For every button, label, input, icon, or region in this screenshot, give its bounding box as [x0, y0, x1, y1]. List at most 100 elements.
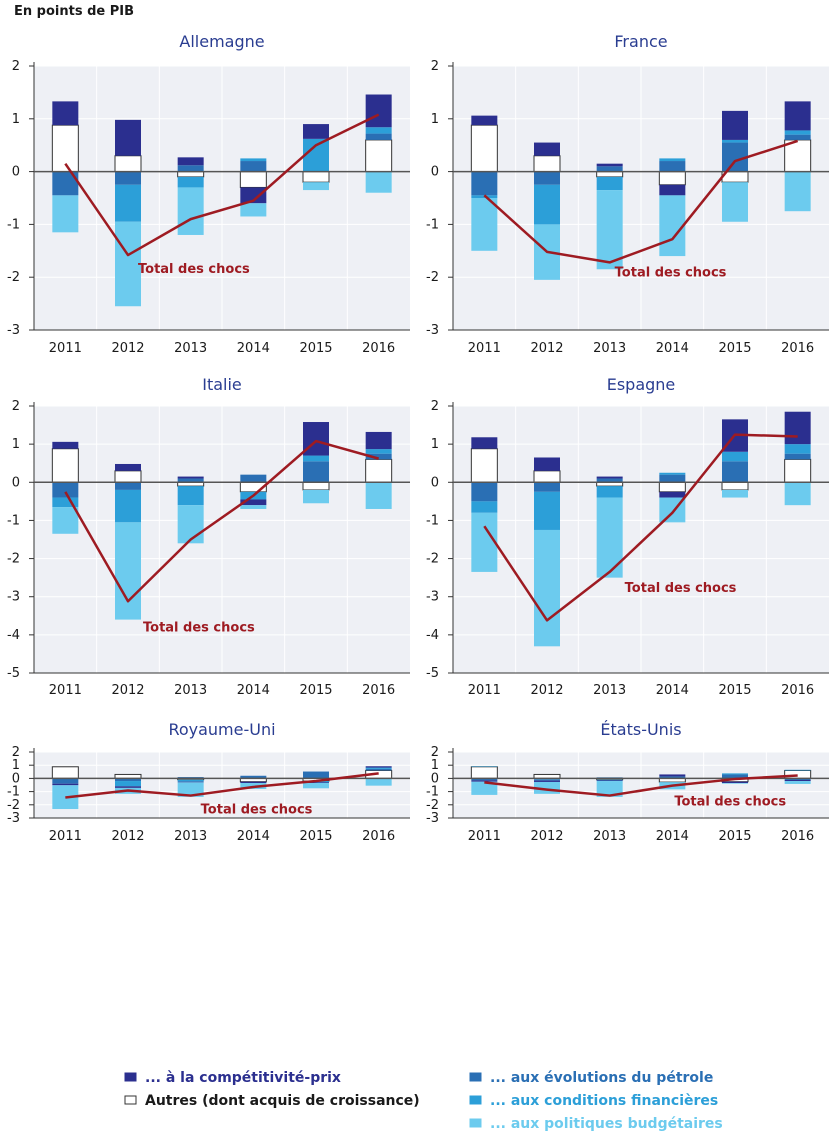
legend-label: ... aux conditions financières: [490, 1093, 718, 1109]
legend-swatch: [469, 1095, 482, 1105]
y-tick-label: 2: [12, 59, 20, 74]
bar-petrole: [303, 461, 329, 483]
x-tick-label: 2014: [237, 829, 270, 844]
legend-label: ... aux évolutions du pétrole: [490, 1070, 713, 1086]
bar-financieres: [722, 451, 748, 462]
y-tick-label: 1: [12, 112, 20, 127]
bar-financieres: [784, 130, 811, 135]
y-tick-label: -2: [426, 552, 439, 567]
bar-budgetaires: [784, 482, 811, 506]
bar-budgetaires: [52, 507, 79, 534]
y-tick-label: 2: [12, 399, 20, 414]
bar-budgetaires: [659, 195, 686, 257]
bar-budgetaires: [596, 190, 623, 270]
y-tick-label: 1: [431, 437, 439, 452]
bar-financieres: [303, 455, 329, 462]
bar-financieres: [784, 769, 811, 771]
panel-2: France 2 1 0 -1 -2 -3 2011 2012 2013 2014 2015 2016 T…: [426, 32, 829, 356]
bar-autres: [784, 139, 812, 173]
bar-petrole: [659, 161, 686, 172]
bar-competitivite: [52, 783, 79, 786]
bar-petrole: [240, 161, 267, 172]
bar-competitivite: [722, 110, 748, 140]
x-tick-label: 2013: [593, 829, 626, 844]
bar-competitivite: [365, 431, 392, 450]
x-tick-label: 2016: [781, 683, 814, 698]
bar-petrole: [365, 133, 392, 140]
x-tick-label: 2014: [656, 829, 689, 844]
x-tick-label: 2011: [49, 683, 82, 698]
total-annotation: Total des chocs: [625, 581, 737, 596]
bar-petrole: [52, 482, 79, 498]
bar-financieres: [177, 779, 204, 782]
bar-budgetaires: [471, 198, 498, 251]
panel-6: États-Unis 210-1-2-3 2011 2012 2013 2014 2015 2…: [426, 720, 829, 844]
x-tick-label: 2011: [49, 829, 82, 844]
bar-petrole: [534, 482, 560, 492]
panel-title: France: [614, 32, 667, 51]
bar-competitivite: [115, 463, 141, 471]
bar-petrole: [177, 165, 204, 172]
x-tick-label: 2012: [111, 829, 144, 844]
y-tick-label: 2: [431, 745, 439, 760]
bar-financieres: [534, 184, 560, 225]
bar-financieres: [177, 486, 204, 506]
y-tick-label: -1: [426, 217, 439, 232]
legend-label: Autres (dont acquis de croissance): [145, 1093, 420, 1109]
bar-petrole: [659, 474, 686, 483]
y-tick-label: 2: [431, 399, 439, 414]
bar-competitivite: [177, 781, 204, 783]
bar-financieres: [240, 158, 267, 162]
x-tick-label: 2013: [593, 683, 626, 698]
bar-budgetaires: [534, 781, 560, 794]
x-tick-label: 2011: [468, 341, 501, 356]
x-tick-label: 2014: [656, 341, 689, 356]
y-tick-label: -3: [426, 590, 439, 605]
bar-budgetaires: [784, 781, 811, 784]
bar-petrole: [52, 778, 79, 784]
bar-autres: [533, 470, 561, 483]
y-tick-label: -3: [7, 323, 20, 338]
x-tick-label: 2016: [362, 341, 395, 356]
bar-petrole: [784, 453, 811, 460]
bar-financieres: [365, 767, 392, 769]
y-tick-label: 1: [431, 112, 439, 127]
bar-financieres: [659, 158, 686, 162]
y-tick-label: -4: [426, 628, 439, 643]
y-tick-label: -3: [7, 811, 20, 826]
bar-competitivite: [534, 780, 560, 782]
bar-petrole: [659, 776, 686, 779]
bar-petrole: [115, 778, 141, 782]
bar-budgetaires: [115, 522, 141, 620]
bar-autres: [784, 458, 812, 483]
bar-financieres: [115, 781, 141, 787]
bar-competitivite: [596, 476, 623, 479]
bar-petrole: [177, 478, 204, 483]
bar-financieres: [722, 139, 748, 143]
y-tick-label: -3: [426, 323, 439, 338]
legend-item-budgetaires: ... aux politiques budgétaires: [469, 1116, 723, 1132]
panel-title: Italie: [202, 375, 242, 394]
total-annotation: Total des chocs: [674, 795, 786, 810]
bar-autres: [302, 171, 330, 183]
bar-budgetaires: [177, 782, 204, 797]
y-tick-label: -1: [7, 513, 20, 528]
panel-title: États-Unis: [600, 720, 681, 739]
panel-title: Allemagne: [179, 32, 264, 51]
bar-budgetaires: [471, 512, 498, 572]
chart-panels: Allemagne 2 1 0 -1 -2 -3 2011 2012 2013 2014 2015 20…: [7, 32, 829, 844]
x-tick-label: 2012: [111, 341, 144, 356]
x-tick-label: 2012: [530, 829, 563, 844]
bar-autres: [302, 481, 330, 491]
bar-financieres: [115, 184, 141, 222]
bar-petrole: [534, 171, 560, 185]
x-tick-label: 2015: [299, 683, 332, 698]
x-tick-label: 2011: [49, 341, 82, 356]
bar-financieres: [471, 501, 498, 513]
bar-competitivite: [240, 499, 267, 506]
bar-autres: [470, 124, 498, 173]
total-line: [483, 433, 798, 622]
total-line: [64, 439, 380, 603]
bar-budgetaires: [240, 203, 267, 217]
y-tick-label: 0: [431, 475, 439, 490]
